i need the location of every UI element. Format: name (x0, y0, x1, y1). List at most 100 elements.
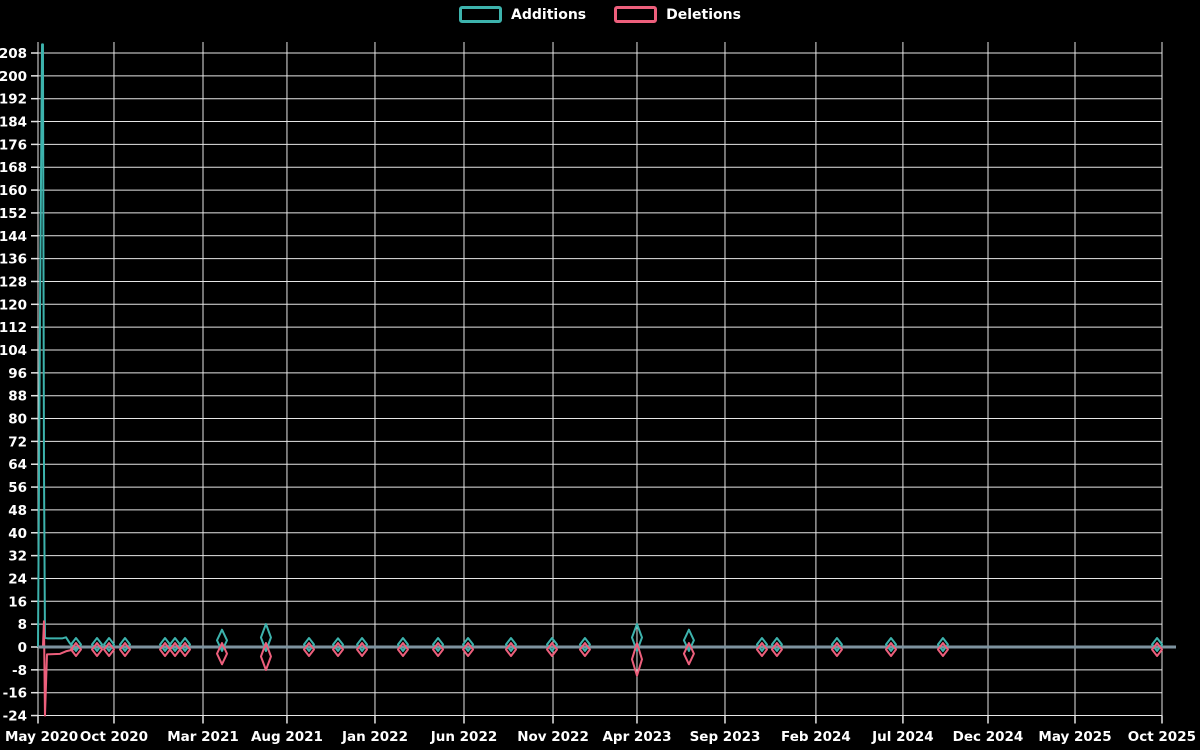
additions-marker[interactable] (169, 637, 182, 652)
deletions-marker[interactable] (302, 642, 315, 657)
deletions-marker[interactable] (885, 642, 898, 657)
additions-marker[interactable] (91, 637, 104, 652)
deletions-marker[interactable] (770, 642, 783, 657)
deletions-marker[interactable] (103, 642, 116, 657)
deletions-marker[interactable] (936, 642, 949, 657)
deletions-marker[interactable] (179, 642, 192, 657)
additions-marker[interactable] (118, 637, 131, 652)
y-tick-label: 104 (0, 343, 27, 359)
additions-marker[interactable] (546, 637, 559, 652)
deletions-marker[interactable] (630, 642, 643, 677)
y-tick-label: 152 (0, 206, 27, 222)
deletions-marker[interactable] (682, 642, 695, 666)
deletions-marker[interactable] (215, 642, 228, 666)
additions-marker[interactable] (504, 637, 517, 652)
additions-marker[interactable] (356, 637, 369, 652)
additions-marker[interactable] (103, 637, 116, 652)
additions-marker[interactable] (1151, 637, 1164, 652)
y-tick-label: 32 (8, 549, 27, 565)
additions-legend-label: Additions (511, 6, 587, 23)
y-tick-label: 24 (8, 571, 27, 587)
y-tick-label: 0 (18, 640, 27, 656)
deletions-marker[interactable] (1151, 642, 1164, 657)
legend-item-additions[interactable]: Additions (459, 6, 586, 23)
deletions-marker[interactable] (169, 642, 182, 657)
y-tick-label: 88 (8, 389, 27, 405)
y-tick-label: 168 (0, 160, 27, 176)
x-tick-label: Dec 2024 (953, 729, 1024, 745)
additions-marker[interactable] (396, 637, 409, 652)
x-tick-label: Sep 2023 (690, 729, 761, 745)
additions-marker[interactable] (630, 623, 643, 652)
deletions-marker[interactable] (159, 642, 172, 657)
y-tick-label: 96 (8, 366, 27, 382)
additions-marker[interactable] (69, 637, 82, 652)
x-tick-label: Feb 2024 (781, 729, 851, 745)
additions-marker[interactable] (885, 637, 898, 652)
y-tick-label: 112 (0, 320, 27, 336)
additions-marker[interactable] (830, 637, 843, 652)
deletions-marker[interactable] (504, 642, 517, 657)
chart-legend: Additions Deletions (0, 6, 1200, 23)
deletions-marker[interactable] (118, 642, 131, 657)
deletions-marker[interactable] (331, 642, 344, 657)
y-tick-label: 16 (8, 594, 27, 610)
additions-marker[interactable] (682, 628, 695, 652)
y-tick-label: 144 (0, 229, 27, 245)
deletions-marker[interactable] (356, 642, 369, 657)
deletions-legend-label: Deletions (666, 6, 741, 23)
x-tick-label: Aug 2021 (251, 729, 323, 745)
y-tick-label: 176 (0, 137, 27, 153)
y-tick-label: 64 (8, 457, 27, 473)
deletions-marker[interactable] (578, 642, 591, 657)
additions-swatch-icon (459, 6, 503, 23)
additions-marker[interactable] (432, 637, 445, 652)
deletions-marker[interactable] (396, 642, 409, 657)
deletions-marker[interactable] (432, 642, 445, 657)
x-tick-label: Apr 2023 (602, 729, 671, 745)
deletions-line (38, 620, 1162, 717)
y-tick-label: 200 (0, 69, 27, 85)
additions-marker[interactable] (770, 637, 783, 652)
y-tick-label: -8 (12, 663, 27, 679)
deletions-marker[interactable] (259, 642, 272, 671)
additions-marker[interactable] (331, 637, 344, 652)
deletions-marker[interactable] (546, 642, 559, 657)
y-tick-label: -16 (3, 686, 27, 702)
additions-marker[interactable] (462, 637, 475, 652)
deletions-marker[interactable] (755, 642, 768, 657)
deletions-marker[interactable] (91, 642, 104, 657)
additions-marker[interactable] (259, 623, 272, 652)
additions-line (37, 43, 1162, 648)
additions-marker[interactable] (302, 637, 315, 652)
y-tick-label: 40 (8, 526, 27, 542)
additions-marker[interactable] (159, 637, 172, 652)
additions-marker[interactable] (215, 628, 228, 652)
y-tick-label: 160 (0, 183, 27, 199)
additions-marker[interactable] (179, 637, 192, 652)
y-tick-label: 8 (18, 617, 27, 633)
deletions-marker[interactable] (830, 642, 843, 657)
y-tick-label: 48 (8, 503, 27, 519)
y-tick-label: 184 (0, 115, 27, 131)
deletions-marker[interactable] (462, 642, 475, 657)
additions-marker[interactable] (936, 637, 949, 652)
y-tick-label: 192 (0, 92, 27, 108)
y-tick-label: -24 (3, 709, 27, 725)
legend-item-deletions[interactable]: Deletions (614, 6, 741, 23)
additions-marker[interactable] (578, 637, 591, 652)
y-tick-label: 208 (0, 46, 27, 62)
x-tick-label: May 2025 (1038, 729, 1111, 745)
y-tick-label: 56 (8, 480, 27, 496)
x-tick-label: Mar 2021 (167, 729, 238, 745)
deletions-marker[interactable] (69, 642, 82, 657)
additions-marker[interactable] (755, 637, 768, 652)
y-tick-label: 80 (8, 412, 27, 428)
y-tick-label: 72 (8, 434, 27, 450)
y-tick-label: 120 (0, 297, 27, 313)
x-tick-label: Oct 2025 (1128, 729, 1196, 745)
x-tick-label: Jan 2022 (341, 729, 408, 745)
x-tick-label: Nov 2022 (517, 729, 589, 745)
x-tick-label: Jul 2024 (871, 729, 934, 745)
